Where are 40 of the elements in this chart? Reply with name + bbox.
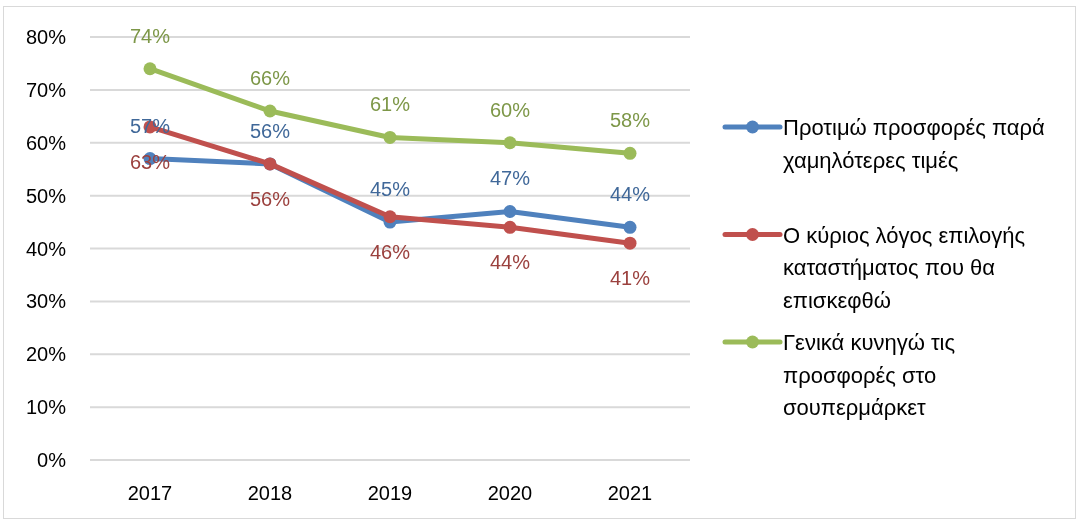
legend-label: Γενικά κυνηγώ τις προσφορές στο σουπερμάρκετ — [783, 329, 956, 420]
y-tick-label: 70% — [25, 78, 67, 101]
point — [383, 130, 397, 144]
x-tick-label: 2017 — [127, 482, 173, 504]
data-label: 44% — [609, 183, 651, 206]
data-label: 74% — [129, 24, 171, 47]
data-label: 56% — [249, 187, 291, 210]
point — [503, 220, 517, 234]
data-label: 46% — [369, 240, 411, 263]
data-label: 58% — [609, 109, 651, 132]
y-tick-label: 50% — [25, 184, 67, 207]
y-tick-label: 10% — [25, 396, 67, 419]
point — [383, 210, 397, 224]
point — [623, 220, 637, 234]
data-label: 61% — [369, 93, 411, 116]
data-label: 45% — [369, 178, 411, 201]
x-tick-label: 2021 — [607, 482, 653, 504]
point — [503, 136, 517, 150]
y-tick-label: 30% — [25, 290, 67, 313]
y-tick-label: 60% — [25, 131, 67, 154]
data-label: 41% — [609, 267, 651, 290]
legend-label: Ο κύριος λόγος επιλογής καταστήματος που θα επισκεφθώ — [783, 222, 1026, 312]
x-tick-label: 2020 — [487, 482, 533, 504]
point — [503, 204, 517, 218]
legend-label: Προτιμώ προσφορές παρά χαμηλότερες τιμές — [783, 114, 1046, 172]
point — [623, 236, 637, 250]
y-tick-label: 80% — [25, 26, 67, 48]
data-label: 66% — [249, 67, 291, 90]
y-tick-label: 40% — [25, 237, 67, 260]
point — [623, 146, 637, 160]
data-label: 60% — [489, 98, 531, 121]
data-label: 56% — [249, 119, 291, 142]
point — [143, 62, 157, 76]
x-tick-label: 2018 — [247, 482, 293, 504]
data-label: 47% — [489, 167, 531, 190]
y-tick-label: 0% — [37, 449, 67, 471]
point — [263, 104, 277, 118]
data-label: 44% — [489, 251, 531, 274]
y-tick-label: 20% — [25, 343, 67, 366]
x-tick-label: 2019 — [367, 482, 413, 504]
